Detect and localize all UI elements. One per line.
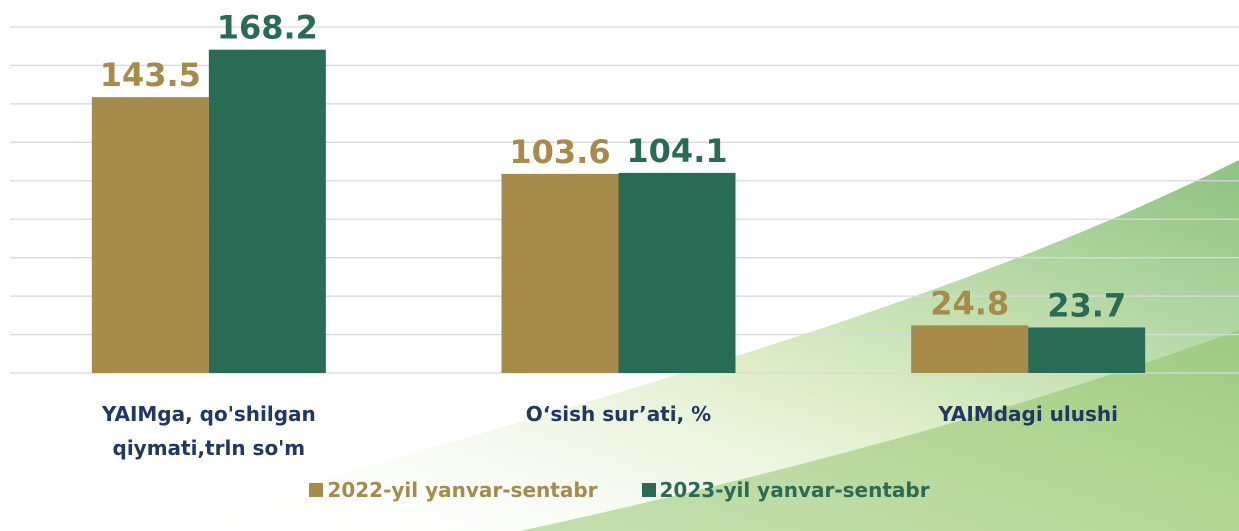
bar [91,97,209,374]
legend: 2022-yil yanvar-sentabr 2023-yil yanvar-s… [0,478,1239,502]
bar [1028,327,1146,373]
x-tick-label: YAIMdagi ulushi [938,402,1118,426]
legend-label: 2022-yil yanvar-sentabr [327,478,598,502]
legend-swatch [309,483,324,497]
x-tick-label: O‘sish sur’ati, % [525,402,712,426]
x-tick-label: YAIMga, qo'shilgan qiymati,trln so'm [101,402,316,460]
value-label: 23.7 [1047,286,1126,324]
bar [208,49,326,373]
background-swoosh [520,330,1239,531]
value-label: 103.6 [509,133,610,171]
value-label: 24.8 [930,284,1009,322]
legend-label: 2023-yil yanvar-sentabr [659,478,930,502]
bar [911,325,1029,373]
legend-item: 2023-yil yanvar-sentabr [641,478,930,502]
value-label: 143.5 [100,56,201,94]
value-label: 104.1 [626,132,727,170]
bar [501,173,619,373]
value-label: 168.2 [217,9,318,47]
legend-swatch [641,483,656,497]
bar [618,172,736,373]
legend-item: 2022-yil yanvar-sentabr [309,478,598,502]
